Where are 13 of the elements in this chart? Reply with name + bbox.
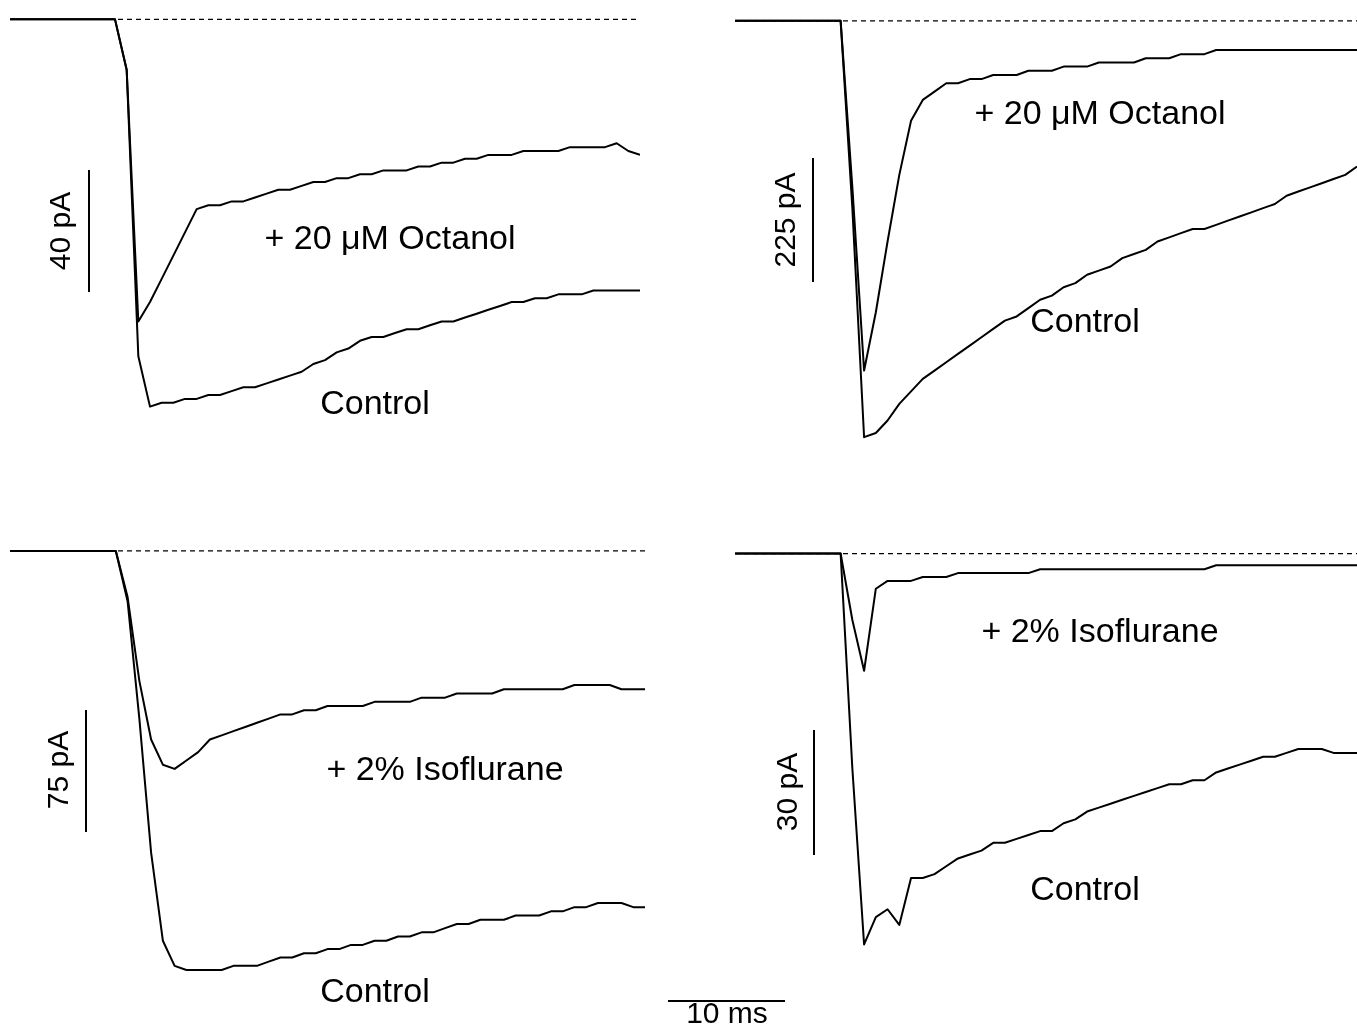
text: 10 ms: [686, 996, 768, 1025]
annotation: 40 pA: [43, 191, 77, 271]
series-label: Control: [1030, 300, 1140, 340]
series-label: + 20 μM Octanol: [974, 92, 1226, 132]
annotation: 225 pA: [768, 172, 802, 268]
series-label: + 2% Isoflurane: [326, 748, 564, 788]
series-label: + 2% Isoflurane: [981, 610, 1219, 650]
annotation: 30 pA: [770, 752, 804, 832]
series-label: + 20 μM Octanol: [264, 217, 516, 257]
series-label: Control: [320, 382, 430, 422]
series-label: Control: [320, 970, 430, 1010]
series-label: Control: [1030, 868, 1140, 908]
annotation: 75 pA: [41, 730, 75, 810]
